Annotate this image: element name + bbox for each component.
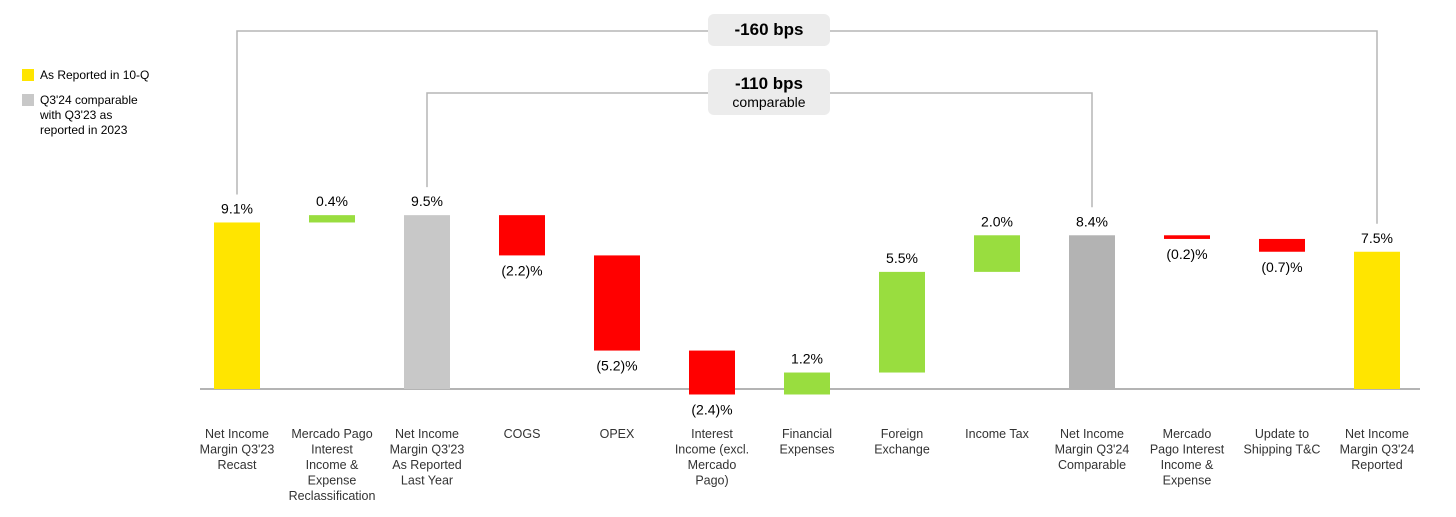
category-label-12-line-2: Shipping T&C xyxy=(1244,443,1321,457)
category-label-13-line-3: Reported xyxy=(1351,458,1402,472)
category-label-1-line-1: Net Income xyxy=(205,427,269,441)
category-label-6-line-2: Income (excl. xyxy=(675,443,749,457)
category-label-3-line-3: As Reported xyxy=(392,458,462,472)
category-label-3-line-4: Last Year xyxy=(401,474,453,488)
category-label-6-line-3: Mercado xyxy=(688,458,737,472)
category-label-2-line-1: Mercado Pago xyxy=(291,427,372,441)
bar-3 xyxy=(404,215,450,389)
value-label-11: (0.2)% xyxy=(1166,246,1207,262)
value-label-13: 7.5% xyxy=(1361,230,1393,246)
bar-2 xyxy=(309,215,355,223)
value-label-8: 5.5% xyxy=(886,250,918,266)
legend-swatch-comparable xyxy=(22,94,34,106)
inner-bracket-value: -110 bps xyxy=(734,74,804,93)
category-label-6-line-4: Pago) xyxy=(695,474,728,488)
bar-12 xyxy=(1259,238,1305,252)
outer-bracket-label: -160 bps xyxy=(708,14,830,46)
value-label-7: 1.2% xyxy=(791,351,823,367)
category-label-8-line-1: Foreign xyxy=(881,427,923,441)
category-label-1-line-2: Margin Q3'23 xyxy=(200,443,275,457)
value-label-1: 9.1% xyxy=(221,200,253,216)
category-label-2-line-3: Income & xyxy=(306,458,359,472)
legend-label-comparable: Q3'24 comparable with Q3'23 as reported … xyxy=(40,93,138,137)
category-label-10-line-3: Comparable xyxy=(1058,458,1126,472)
bar-5 xyxy=(594,255,640,351)
category-label-12-line-1: Update to xyxy=(1255,427,1309,441)
value-label-2: 0.4% xyxy=(316,193,348,209)
category-label-8-line-2: Exchange xyxy=(874,443,930,457)
category-label-11-line-1: Mercado xyxy=(1163,427,1212,441)
category-label-10-line-2: Margin Q3'24 xyxy=(1055,443,1130,457)
category-label-2-line-2: Interest xyxy=(311,443,353,457)
value-label-10: 8.4% xyxy=(1076,213,1108,229)
value-label-6: (2.4)% xyxy=(691,401,732,417)
category-label-6-line-1: Interest xyxy=(691,427,733,441)
bar-13 xyxy=(1354,251,1400,389)
category-label-1-line-3: Recast xyxy=(218,458,257,472)
category-label-7-line-1: Financial xyxy=(782,427,832,441)
category-label-2-line-5: Reclassification xyxy=(289,489,376,503)
legend-label-reported: As Reported in 10-Q xyxy=(40,68,150,82)
value-label-12: (0.7)% xyxy=(1261,259,1302,275)
category-label-5-line-1: OPEX xyxy=(600,427,635,441)
category-label-11-line-3: Income & xyxy=(1161,458,1214,472)
outer-bracket-value: -160 bps xyxy=(734,20,804,39)
category-label-4-line-1: COGS xyxy=(504,427,541,441)
category-label-10-line-1: Net Income xyxy=(1060,427,1124,441)
value-label-5: (5.2)% xyxy=(596,358,637,374)
value-label-3: 9.5% xyxy=(411,193,443,209)
bar-10 xyxy=(1069,235,1115,389)
outer-bracket-line xyxy=(236,30,1378,224)
legend-item-comparable: Q3'24 comparable with Q3'23 as reported … xyxy=(22,93,182,138)
value-label-9: 2.0% xyxy=(981,213,1013,229)
category-label-11-line-2: Pago Interest xyxy=(1150,443,1225,457)
inner-bracket-label: -110 bps comparable xyxy=(708,69,830,115)
category-label-3-line-1: Net Income xyxy=(395,427,459,441)
inner-bracket-sublabel: comparable xyxy=(732,94,806,110)
bar-9 xyxy=(974,235,1020,272)
category-label-13-line-2: Margin Q3'24 xyxy=(1340,443,1415,457)
bar-8 xyxy=(879,271,925,373)
category-label-13-line-1: Net Income xyxy=(1345,427,1409,441)
legend-swatch-reported xyxy=(22,69,34,81)
bar-1 xyxy=(214,222,260,389)
bar-4 xyxy=(499,215,545,256)
category-label-3-line-2: Margin Q3'23 xyxy=(390,443,465,457)
category-label-9-line-1: Income Tax xyxy=(965,427,1029,441)
value-label-4: (2.2)% xyxy=(501,262,542,278)
inner-bracket-line xyxy=(426,92,1093,208)
legend-item-reported: As Reported in 10-Q xyxy=(22,68,182,83)
legend: As Reported in 10-Q Q3'24 comparable wit… xyxy=(22,68,182,148)
bar-11 xyxy=(1164,235,1210,239)
bar-7 xyxy=(784,372,830,395)
bar-6 xyxy=(689,350,735,395)
category-label-2-line-4: Expense xyxy=(308,474,357,488)
category-label-7-line-2: Expenses xyxy=(780,443,835,457)
category-label-11-line-4: Expense xyxy=(1163,474,1212,488)
